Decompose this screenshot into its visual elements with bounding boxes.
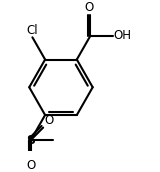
Text: OH: OH <box>113 29 131 42</box>
Text: Cl: Cl <box>27 24 38 36</box>
Text: O: O <box>44 114 53 127</box>
Text: S: S <box>26 133 35 147</box>
Text: O: O <box>85 1 94 14</box>
Text: O: O <box>26 159 36 172</box>
